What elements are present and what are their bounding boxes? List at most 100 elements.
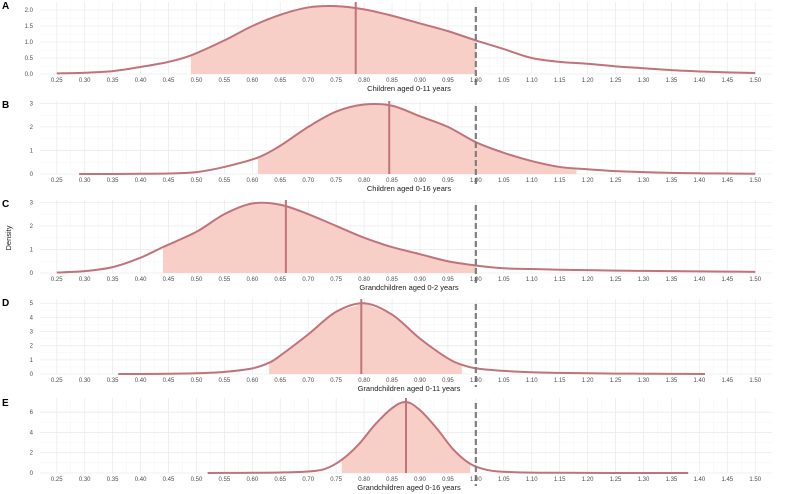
x-tick-label: 0.85 (386, 178, 398, 184)
x-tick-label: 1.25 (610, 78, 622, 84)
x-tick-label: 0.45 (163, 78, 175, 84)
x-tick-label: 1.05 (498, 277, 510, 283)
x-tick-label: 1.40 (694, 178, 706, 184)
x-tick-label: 0.55 (219, 178, 231, 184)
x-tick-label: 0.65 (274, 178, 286, 184)
x-tick-label: 1.15 (554, 78, 566, 84)
x-tick-label: 0.40 (135, 78, 147, 84)
x-tick-label: 1.20 (582, 378, 594, 384)
x-axis-title: Children aged 0-16 years (367, 184, 451, 193)
x-axis-title: Grandchildren aged 0-2 years (359, 283, 458, 292)
x-tick-label: 0.35 (107, 477, 119, 483)
x-tick-label: 1.15 (554, 178, 566, 184)
y-tick-label: 2.0 (25, 8, 34, 14)
x-tick-label: 0.55 (219, 277, 231, 283)
interval-area (162, 203, 476, 273)
x-tick-label: 1.40 (694, 277, 706, 283)
x-tick-label: 1.10 (526, 277, 538, 283)
y-tick-label: 0 (30, 172, 34, 178)
y-tick-label: 1.0 (25, 40, 34, 46)
x-tick-label: 1.15 (554, 477, 566, 483)
x-tick-label: 0.95 (442, 477, 454, 483)
x-tick-label: 0.80 (358, 78, 370, 84)
y-tick-label: 1 (30, 358, 34, 364)
x-tick-label: 0.90 (414, 477, 426, 483)
x-tick-label: 0.75 (330, 178, 342, 184)
x-tick-label: 1.30 (638, 178, 650, 184)
x-tick-label: 1.10 (526, 378, 538, 384)
x-tick-label: 0.40 (135, 477, 147, 483)
x-tick-label: 0.65 (274, 477, 286, 483)
y-tick-label: 3 (30, 101, 34, 107)
x-tick-label: 0.65 (274, 277, 286, 283)
x-tick-label: 0.45 (163, 378, 175, 384)
x-tick-label: 1.10 (526, 178, 538, 184)
x-tick-label: 1.30 (638, 78, 650, 84)
x-tick-label: 0.30 (79, 477, 91, 483)
x-tick-label: 0.30 (79, 178, 91, 184)
x-tick-label: 0.60 (246, 78, 258, 84)
x-tick-label: 0.25 (51, 277, 63, 283)
x-tick-label: 1.50 (749, 178, 761, 184)
x-tick-label: 0.70 (302, 178, 314, 184)
y-tick-label: 1 (30, 148, 34, 154)
x-tick-label: 0.50 (191, 277, 203, 283)
panel-b: 0 1 2 3 0.25 0.30 0.35 0.40 0.45 0.50 0.55 0.60 0.65… (2, 100, 772, 193)
x-tick-label: 1.40 (694, 378, 706, 384)
x-tick-label: 0.75 (330, 277, 342, 283)
x-tick-label: 0.60 (246, 277, 258, 283)
x-tick-label: 0.30 (79, 78, 91, 84)
panel-label: C (2, 199, 9, 210)
x-tick-label: 1.25 (610, 477, 622, 483)
x-tick-label: 1.20 (582, 178, 594, 184)
x-tick-label: 1.15 (554, 378, 566, 384)
x-tick-label: 0.95 (442, 78, 454, 84)
y-tick-label: 4 (30, 430, 34, 436)
x-tick-label: 0.30 (79, 378, 91, 384)
panel-d: 0 1 2 3 4 5 0.25 0.30 0.35 0.40 0.45 0.50 0.55 0.60 0.… (2, 298, 772, 393)
y-tick-label: 3 (30, 200, 34, 206)
x-tick-label: 0.90 (414, 378, 426, 384)
density-curve (56, 201, 756, 274)
x-tick-label: 0.45 (163, 178, 175, 184)
x-tick-label: 0.75 (330, 477, 342, 483)
x-tick-label: 1.20 (582, 78, 594, 84)
x-tick-label: 0.80 (358, 477, 370, 483)
y-tick-label: 4 (30, 315, 34, 321)
x-tick-label: 1.35 (666, 277, 678, 283)
y-tick-label: 0 (30, 372, 34, 378)
x-tick-label: 0.50 (191, 78, 203, 84)
x-tick-label: 1.25 (610, 277, 622, 283)
x-tick-label: 1.00 (470, 378, 482, 384)
x-tick-label: 1.50 (749, 78, 761, 84)
x-tick-label: 1.30 (638, 477, 650, 483)
panel-label: B (2, 100, 9, 111)
x-tick-label: 0.65 (274, 378, 286, 384)
x-tick-label: 0.25 (51, 378, 63, 384)
x-tick-label: 1.40 (694, 78, 706, 84)
x-tick-label: 0.80 (358, 378, 370, 384)
x-tick-label: 1.35 (666, 178, 678, 184)
x-tick-label: 1.15 (554, 277, 566, 283)
x-tick-label: 0.75 (330, 78, 342, 84)
x-tick-label: 0.70 (302, 78, 314, 84)
x-tick-label: 1.30 (638, 378, 650, 384)
panel-label: E (2, 398, 9, 409)
x-tick-label: 0.50 (191, 178, 203, 184)
x-tick-label: 0.50 (191, 378, 203, 384)
x-tick-label: 0.65 (274, 78, 286, 84)
y-tick-label: 0.5 (25, 56, 34, 62)
y-tick-label: 2 (30, 344, 34, 350)
y-tick-label: 5 (30, 301, 34, 307)
x-tick-label: 1.40 (694, 477, 706, 483)
x-tick-label: 1.20 (582, 277, 594, 283)
y-tick-label: 0.0 (25, 72, 34, 78)
x-tick-label: 1.00 (470, 78, 482, 84)
x-tick-label: 0.90 (414, 178, 426, 184)
x-tick-label: 0.60 (246, 477, 258, 483)
x-tick-label: 0.90 (414, 78, 426, 84)
x-tick-label: 0.60 (246, 378, 258, 384)
x-tick-label: 1.10 (526, 477, 538, 483)
x-tick-label: 1.50 (749, 277, 761, 283)
